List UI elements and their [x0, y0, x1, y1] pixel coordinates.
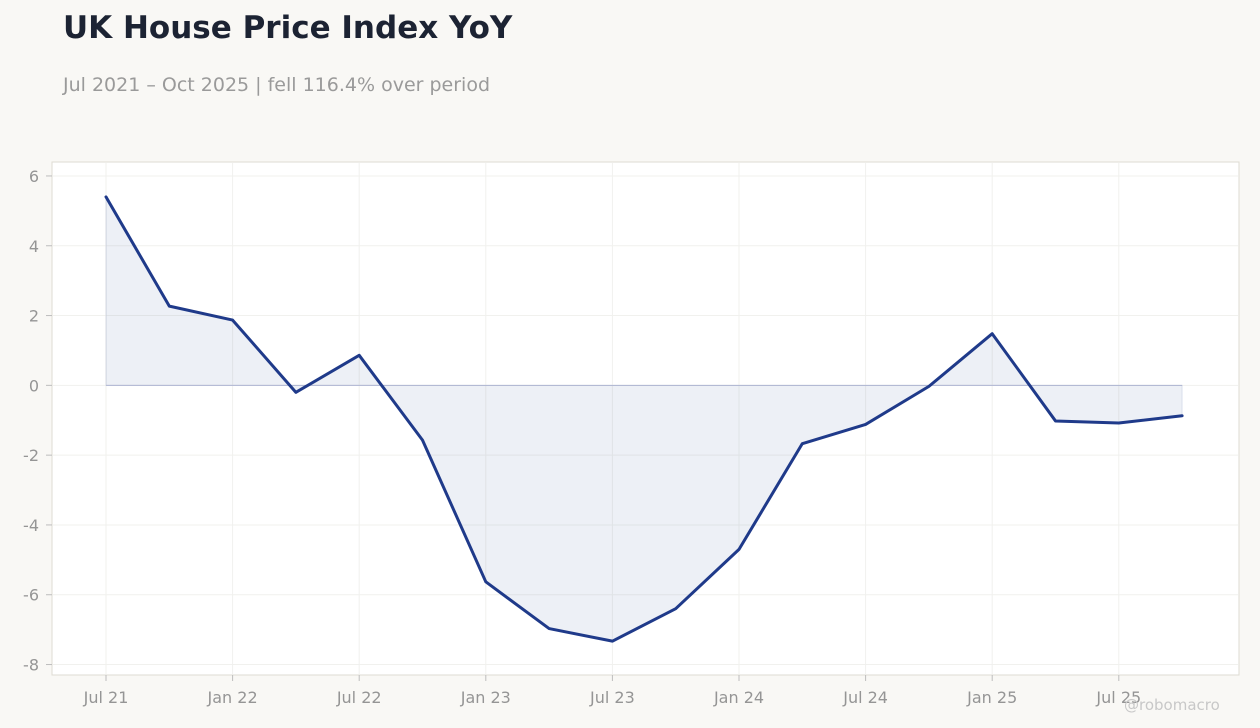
chart-subtitle: Jul 2021 – Oct 2025 | fell 116.4% over p…: [63, 74, 491, 96]
plot-area: [51, 161, 1240, 676]
data-point: [168, 304, 171, 308]
y-tick-label: -6: [23, 586, 39, 605]
y-tick-label: 2: [29, 307, 39, 326]
data-point: [611, 639, 614, 643]
data-point: [864, 423, 867, 426]
x-tick-label: Jul 21: [83, 688, 129, 707]
y-tick-label: -4: [23, 516, 39, 535]
watermark: @robomacro: [1124, 696, 1220, 714]
x-tick-label: Jul 23: [589, 688, 635, 707]
y-tick-label: 0: [29, 376, 39, 395]
y-axis: 6 4 2 0 -2 -4 -6 -8: [23, 167, 52, 675]
data-point: [547, 627, 551, 630]
data-point: [674, 607, 677, 610]
y-tick-label: 4: [29, 237, 39, 256]
x-tick-label: Jul 24: [842, 688, 888, 707]
x-tick-label: Jan 24: [713, 688, 764, 707]
y-tick-label: -8: [23, 656, 39, 675]
x-tick-label: Jan 25: [966, 688, 1017, 707]
data-point: [737, 548, 741, 551]
data-point: [991, 332, 994, 335]
data-point: [1054, 419, 1057, 423]
data-point: [801, 442, 804, 445]
x-tick-label: Jan 22: [207, 688, 258, 707]
y-tick-label: -2: [23, 446, 39, 465]
data-point: [358, 354, 361, 357]
data-point: [1117, 421, 1121, 425]
x-axis: Jul 21 Jan 22 Jul 22 Jan 23 Jul 23 Jan 24 Jul …: [83, 675, 1141, 707]
data-point: [231, 318, 234, 322]
data-point: [421, 438, 424, 442]
data-point: [1180, 414, 1184, 417]
y-tick-label: 6: [29, 167, 39, 186]
x-tick-label: Jan 23: [460, 688, 511, 707]
data-point: [927, 385, 931, 388]
data-point: [104, 195, 108, 199]
data-point: [484, 580, 487, 584]
series-line: [104, 195, 1184, 643]
data-point: [294, 391, 298, 394]
x-tick-label: Jul 22: [336, 688, 382, 707]
line-path: [104, 195, 1184, 643]
chart-title: UK House Price Index YoY: [63, 10, 513, 46]
x-tick-label: Jul 25: [1095, 688, 1141, 707]
